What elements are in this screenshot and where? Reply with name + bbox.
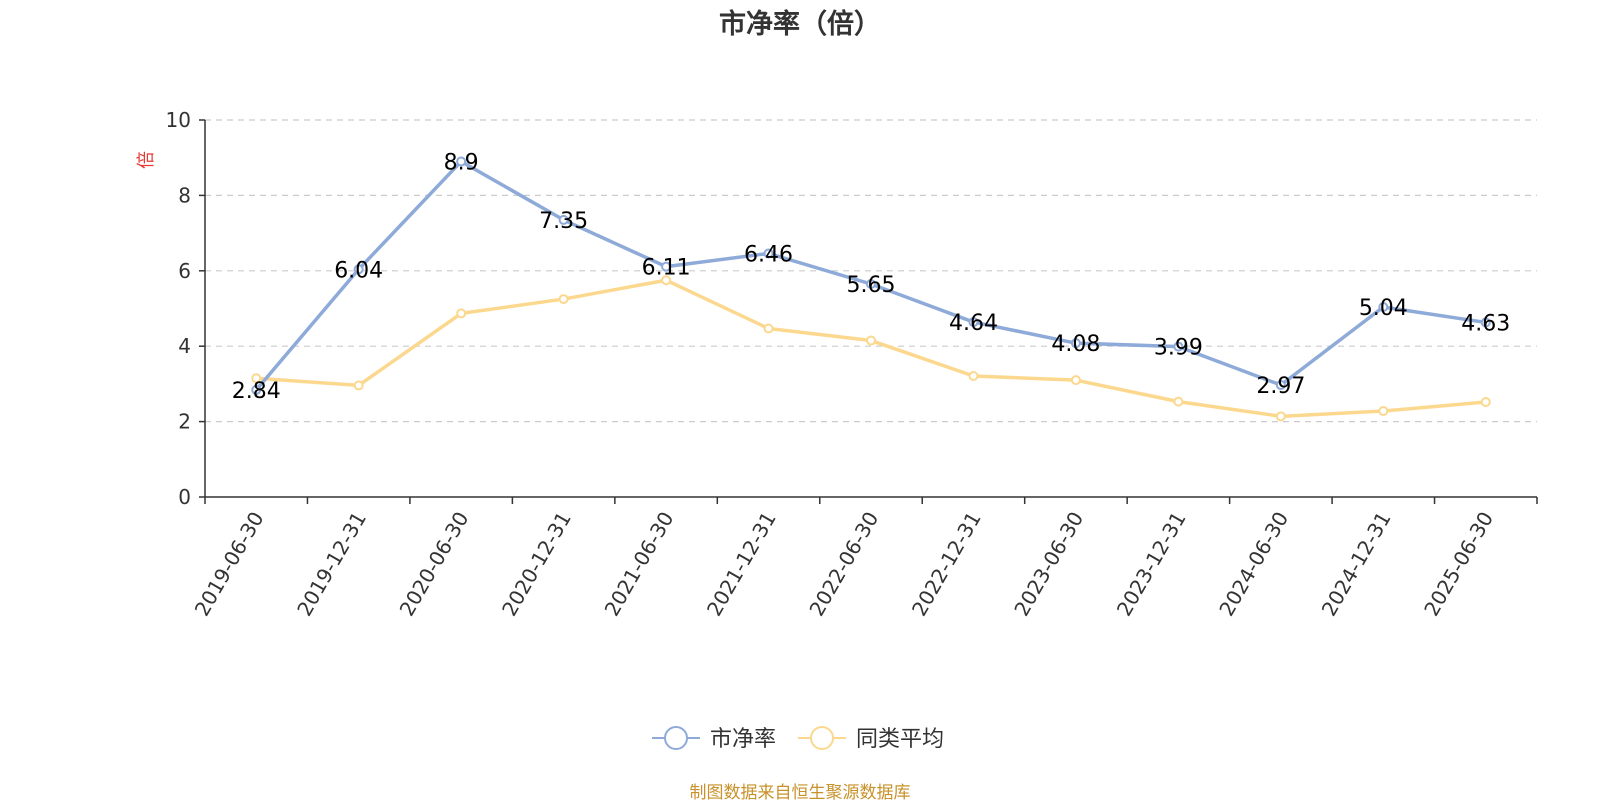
data-label: 6.46 xyxy=(744,242,793,267)
x-tick-label: 2021-06-30 xyxy=(600,508,679,621)
data-label: 7.35 xyxy=(539,209,588,234)
data-label: 8.9 xyxy=(444,150,479,175)
y-axis-unit-label: 倍 xyxy=(136,151,157,169)
x-tick-label: 2021-12-31 xyxy=(702,508,781,621)
series-point xyxy=(558,294,569,305)
series-point xyxy=(1070,375,1081,386)
x-tick-label: 2024-06-30 xyxy=(1214,508,1293,621)
chart-title: 市净率（倍） xyxy=(719,9,881,40)
x-tick-label: 2025-06-30 xyxy=(1419,508,1498,621)
series-point xyxy=(1173,341,1184,352)
series-point xyxy=(661,275,672,286)
y-tick-label: 6 xyxy=(178,259,191,283)
series-point xyxy=(1378,406,1389,417)
data-label: 3.99 xyxy=(1154,336,1203,361)
axis-layer: 0 2 4 6 8 10 倍 2019-06-30 2019-12-31 2020-06-30 20… xyxy=(136,108,1538,621)
data-label: 2.84 xyxy=(232,379,281,404)
series-point xyxy=(456,308,467,319)
series-point xyxy=(866,278,876,289)
series-point xyxy=(1480,396,1491,407)
x-tick-label: 2023-12-31 xyxy=(1112,508,1191,621)
series-point xyxy=(968,370,979,381)
x-tick-label: 2020-06-30 xyxy=(395,507,474,620)
data-label: 2.97 xyxy=(1256,374,1305,399)
legend[interactable]: 市净率 同类平均 xyxy=(652,726,944,752)
x-tick-label: 2019-06-30 xyxy=(190,508,269,621)
x-tick-label: 2023-06-30 xyxy=(1009,508,1088,621)
series-point xyxy=(866,335,876,346)
data-label: 6.04 xyxy=(334,258,383,283)
legend-marker xyxy=(810,726,835,750)
series-point xyxy=(661,261,672,272)
x-tick-label: 2024-12-31 xyxy=(1317,508,1396,621)
series-point xyxy=(1173,396,1184,407)
series-point xyxy=(353,380,364,391)
y-tick-label: 10 xyxy=(166,108,191,132)
data-label-layer: 2.84 6.04 8.9 7.35 6.11 6.46 5.65 4.64 4.08 3.99 2… xyxy=(232,150,1511,403)
series-point xyxy=(251,384,262,395)
legend-marker xyxy=(664,726,688,750)
y-tick-label: 2 xyxy=(178,410,191,434)
data-label: 4.63 xyxy=(1461,311,1510,336)
y-tick-label: 0 xyxy=(178,485,191,509)
data-source-footer: 制图数据来自恒生聚源数据库 xyxy=(689,783,911,803)
x-tick-label: 2022-06-30 xyxy=(804,508,883,621)
series-point xyxy=(353,264,364,275)
data-label: 4.64 xyxy=(949,311,998,336)
legend-label: 同类平均 xyxy=(856,727,944,752)
series-point xyxy=(456,156,467,167)
series-point xyxy=(1275,411,1286,422)
data-label: 5.65 xyxy=(847,273,896,298)
series-point xyxy=(968,317,979,328)
series-point xyxy=(1275,380,1286,391)
y-tick-label: 8 xyxy=(178,183,191,207)
data-label: 6.11 xyxy=(642,256,691,281)
x-tick-label: 2020-12-31 xyxy=(497,508,576,621)
y-tick-label: 4 xyxy=(178,334,191,358)
series-point xyxy=(763,323,774,334)
series-point xyxy=(558,214,569,225)
data-label: 5.04 xyxy=(1359,296,1408,321)
data-label: 4.08 xyxy=(1051,332,1100,357)
series-point xyxy=(1378,301,1389,312)
x-tick-label: 2022-12-31 xyxy=(907,508,986,621)
series-point xyxy=(1480,317,1491,328)
series-point xyxy=(251,373,262,384)
series-point xyxy=(763,248,774,259)
series-layer xyxy=(251,156,1491,422)
legend-label: 市净率 xyxy=(710,727,776,752)
grid-layer xyxy=(205,119,1537,423)
series-point xyxy=(1070,338,1081,349)
x-tick-label: 2019-12-31 xyxy=(292,508,371,621)
